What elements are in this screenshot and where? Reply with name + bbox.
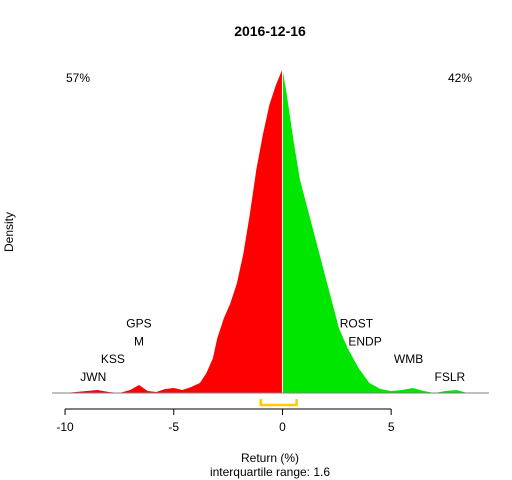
negative-density-area xyxy=(65,68,283,393)
ticker-label-m: M xyxy=(134,334,144,348)
ticker-label-rost: ROST xyxy=(340,316,374,330)
chart-title: 2016-12-16 xyxy=(234,23,306,39)
ticker-label-gps: GPS xyxy=(126,316,151,330)
x-axis-label: Return (%) xyxy=(241,451,299,465)
x-tick-label-3: 5 xyxy=(388,420,395,434)
iqr-bracket xyxy=(259,399,298,407)
ticker-label-endp: ENDP xyxy=(348,334,381,348)
positive-density-area xyxy=(282,68,468,393)
x-tick-label-2: 0 xyxy=(279,420,286,434)
right-percent: 42% xyxy=(448,71,472,85)
x-tick-label-1: -5 xyxy=(168,420,179,434)
iqr-label: interquartile range: 1.6 xyxy=(210,465,330,479)
x-tick-label-0: -10 xyxy=(56,420,74,434)
y-axis-label: Density xyxy=(2,212,16,252)
left-percent: 57% xyxy=(66,71,90,85)
ticker-label-jwn: JWN xyxy=(80,370,106,384)
ticker-label-fslr: FSLR xyxy=(435,370,466,384)
ticker-label-kss: KSS xyxy=(101,352,125,366)
ticker-label-wmb: WMB xyxy=(394,352,423,366)
